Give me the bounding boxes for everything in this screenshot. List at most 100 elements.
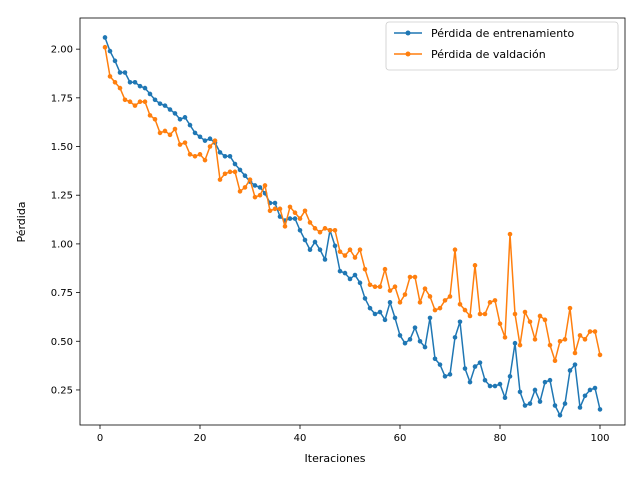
data-point — [512, 311, 518, 317]
data-point — [167, 107, 173, 112]
data-point — [307, 220, 313, 225]
data-point — [412, 274, 418, 280]
data-point — [182, 140, 188, 145]
data-point — [577, 333, 583, 338]
data-point — [572, 350, 578, 356]
data-point — [227, 153, 233, 159]
data-point — [587, 329, 593, 334]
y-tick-label: 1.50 — [51, 142, 73, 153]
data-point — [132, 103, 138, 108]
data-point — [327, 227, 333, 233]
data-point — [582, 393, 588, 399]
data-point — [432, 356, 438, 362]
data-point — [437, 362, 443, 367]
data-point — [507, 231, 513, 237]
data-point — [392, 284, 398, 290]
data-point — [252, 183, 258, 188]
data-point — [122, 97, 128, 103]
data-point — [402, 340, 408, 346]
y-tick-label: 2.00 — [51, 45, 73, 56]
data-point — [237, 189, 243, 194]
data-point — [242, 185, 248, 190]
x-tick-label: 40 — [294, 433, 307, 444]
series-train — [102, 35, 603, 418]
data-point — [252, 194, 258, 200]
data-point — [182, 115, 188, 120]
data-point — [497, 381, 503, 387]
data-point — [102, 44, 108, 50]
data-point — [127, 79, 133, 85]
data-point — [242, 173, 248, 179]
data-point — [522, 309, 528, 315]
data-point — [172, 126, 178, 132]
data-point — [427, 315, 433, 321]
data-point — [462, 366, 468, 371]
data-point — [372, 284, 378, 290]
data-point — [307, 247, 313, 253]
x-tick-label: 20 — [194, 433, 207, 444]
data-point — [277, 206, 283, 212]
series-line — [104, 37, 601, 417]
data-point — [592, 329, 598, 334]
data-point — [272, 200, 278, 206]
x-tick-label: 60 — [394, 433, 407, 444]
data-point — [112, 79, 118, 85]
data-point — [152, 97, 158, 103]
data-point — [597, 407, 603, 412]
y-tick-label: 0.75 — [51, 288, 73, 299]
data-point — [322, 226, 328, 231]
data-point — [367, 305, 373, 311]
data-point — [487, 383, 493, 389]
data-point — [367, 282, 373, 288]
y-tick-label: 0.50 — [51, 337, 73, 348]
data-point — [412, 325, 418, 330]
data-point — [422, 344, 428, 350]
data-point — [487, 300, 493, 305]
data-point — [187, 122, 193, 128]
data-point — [492, 383, 498, 389]
data-point — [397, 300, 403, 305]
series-layer — [102, 35, 603, 418]
data-point — [562, 337, 568, 342]
data-point — [502, 395, 508, 401]
data-point — [177, 116, 183, 122]
data-point — [102, 35, 108, 40]
data-point — [477, 311, 483, 317]
y-tick-label: 1.25 — [51, 191, 73, 202]
data-point — [112, 58, 118, 64]
data-point — [482, 377, 488, 383]
data-point — [192, 153, 198, 159]
data-point — [527, 401, 533, 406]
legend-label-train: Pérdida de entrenamiento — [431, 27, 574, 40]
data-point — [132, 79, 138, 85]
data-point — [332, 243, 338, 249]
data-point — [407, 337, 413, 342]
data-point — [357, 247, 363, 253]
data-point — [362, 296, 368, 301]
data-point — [512, 340, 518, 346]
data-point — [472, 263, 478, 268]
data-point — [447, 294, 453, 299]
x-tick-label: 0 — [97, 433, 103, 444]
data-point — [147, 113, 153, 118]
data-point — [407, 274, 413, 280]
data-point — [117, 70, 123, 75]
data-point — [107, 48, 113, 54]
data-point — [452, 247, 458, 253]
series-validation — [102, 44, 603, 364]
data-point — [227, 169, 233, 175]
data-point — [557, 412, 563, 418]
plot-area — [79, 17, 626, 426]
data-point — [202, 157, 208, 163]
data-point — [357, 280, 363, 286]
data-point — [427, 294, 433, 299]
data-point — [157, 130, 163, 136]
data-point — [507, 374, 513, 379]
legend: Pérdida de entrenamiento Pérdida de vald… — [385, 21, 619, 71]
data-point — [197, 152, 203, 157]
data-point — [317, 229, 323, 235]
data-point — [522, 403, 528, 408]
data-point — [302, 208, 308, 214]
data-point — [282, 224, 288, 229]
data-point — [417, 300, 423, 305]
